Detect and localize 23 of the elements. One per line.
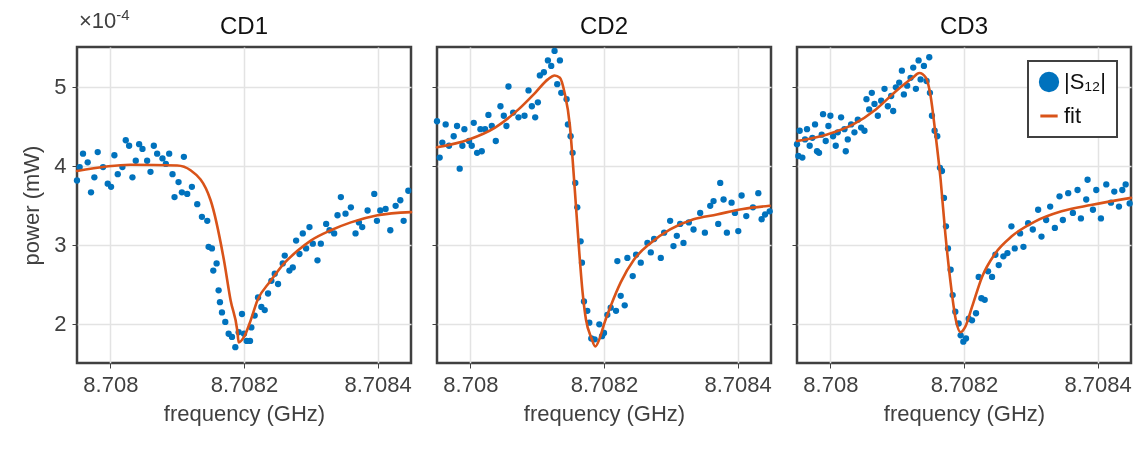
chart-title: CD3: [939, 12, 989, 39]
x-tick-label: 8.708: [443, 371, 499, 397]
y-tick-label: 5: [54, 74, 67, 99]
y-axis-title: power (mW): [19, 145, 45, 266]
x-tick-label: 8.7084: [344, 371, 412, 397]
x-axis-title: frequency (GHz): [883, 400, 1046, 426]
y-tick-label: 3: [54, 232, 67, 257]
legend-label: |S₁₂|: [1064, 69, 1107, 94]
text: ×10$^{-4}$: [79, 6, 130, 35]
legend-label: fit: [1064, 103, 1082, 128]
x-tick-label: 8.7082: [570, 371, 639, 397]
x-tick-label: 8.7084: [704, 371, 772, 397]
chart-title: CD2: [579, 12, 629, 39]
x-tick-label: 8.7082: [930, 371, 999, 397]
x-axis-title: frequency (GHz): [523, 400, 686, 426]
y-tick-label: 2: [54, 311, 67, 336]
x-axis-title: frequency (GHz): [163, 400, 326, 426]
x-tick-label: 8.7084: [1064, 371, 1132, 397]
x-tick-label: 8.708: [803, 371, 859, 397]
x-tick-label: 8.708: [83, 371, 139, 397]
y-tick-label: 4: [54, 153, 67, 178]
chart-title: CD1: [219, 12, 269, 39]
x-tick-label: 8.7082: [210, 371, 279, 397]
